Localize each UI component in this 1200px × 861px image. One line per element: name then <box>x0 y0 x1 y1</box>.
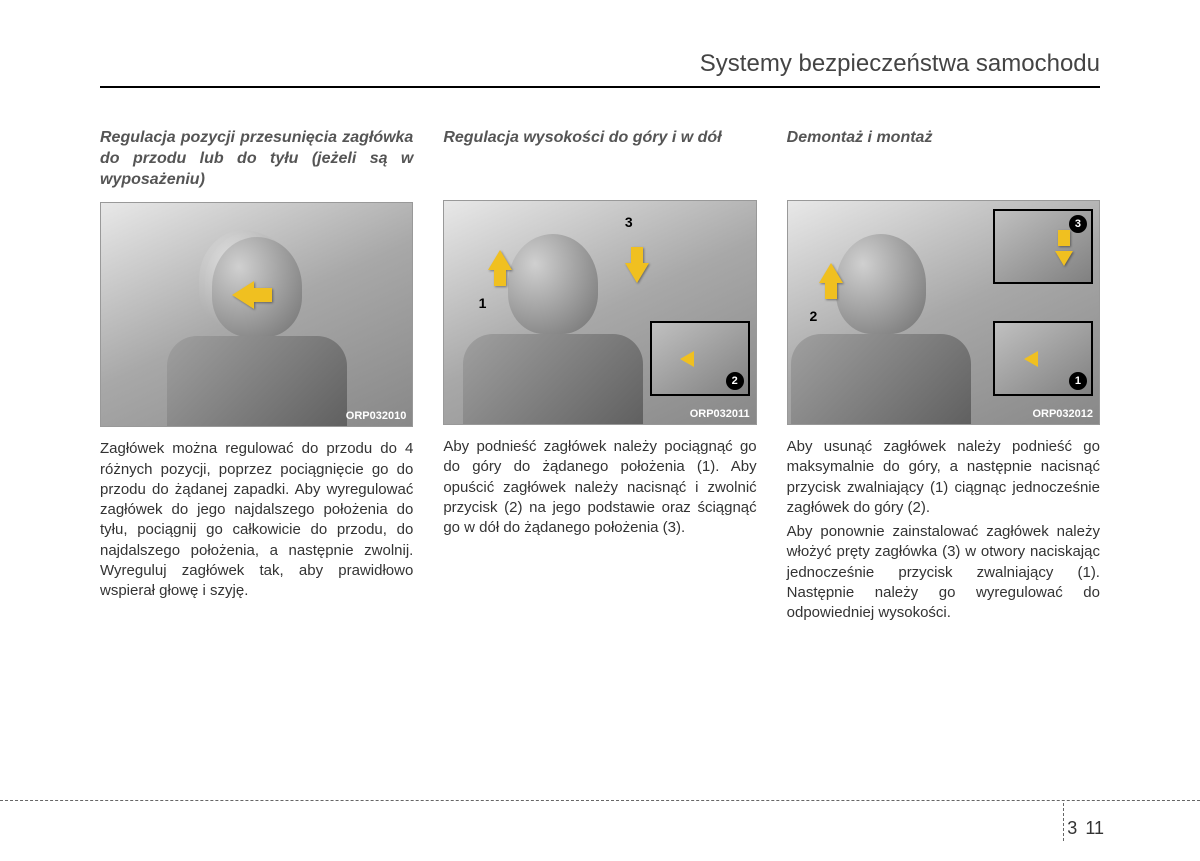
inset-detail: 2 <box>650 321 750 396</box>
col2-body: Aby podnieść zagłówek należy pociągnąć g… <box>443 437 756 542</box>
seat-base-shape <box>167 336 347 426</box>
col3-heading: Demontaż i montaż <box>787 128 1100 188</box>
arrow-down-icon <box>1055 251 1073 266</box>
content-columns: Regulacja pozycji przesunięcia zagłówka … <box>100 128 1100 627</box>
arrow-side-icon <box>680 351 694 367</box>
col2-p1: Aby podnieść zagłówek należy pociągnąć g… <box>443 437 756 538</box>
arrow-left-icon <box>232 281 254 309</box>
header-title: Systemy bezpieczeństwa samochodu <box>700 50 1100 77</box>
label-1: 1 <box>479 295 487 311</box>
section-number: 3 <box>1067 818 1077 838</box>
inset-bottom-detail: 1 <box>993 321 1093 396</box>
figure-2: 1 3 2 ORP032011 <box>443 200 756 425</box>
label-3: 3 <box>625 214 633 230</box>
inset-top-detail: 3 <box>993 209 1093 284</box>
column-3: Demontaż i montaż 2 3 1 ORP032012 Aby us… <box>787 128 1100 627</box>
column-2: Regulacja wysokości do góry i w dół 1 3 … <box>443 128 756 627</box>
figure-3: 2 3 1 ORP032012 <box>787 200 1100 425</box>
headrest-shape <box>508 234 598 334</box>
circle-2: 2 <box>726 372 744 390</box>
page-number: 3 11 <box>1067 818 1104 839</box>
arrow-side-icon <box>1024 351 1038 367</box>
circle-1: 1 <box>1069 372 1087 390</box>
circle-3: 3 <box>1069 215 1087 233</box>
column-1: Regulacja pozycji przesunięcia zagłówka … <box>100 128 413 627</box>
col2-heading: Regulacja wysokości do góry i w dół <box>443 128 756 188</box>
figure-1-code: ORP032010 <box>346 410 407 422</box>
seat-base-shape <box>463 334 643 424</box>
cut-line-horizontal <box>0 800 1200 801</box>
figure-2-code: ORP032011 <box>690 408 750 420</box>
col1-body: Zagłówek można regulować do przodu do 4 … <box>100 439 413 605</box>
col3-p1: Aby usunąć zagłówek należy podnieść go m… <box>787 437 1100 518</box>
col3-body: Aby usunąć zagłówek należy podnieść go m… <box>787 437 1100 627</box>
headrest-shape <box>212 237 302 337</box>
page-header: Systemy bezpieczeństwa samochodu <box>100 50 1100 88</box>
cut-line-vertical <box>1063 803 1064 841</box>
arrow-down-icon <box>625 263 649 283</box>
arrow-up-icon <box>819 263 843 283</box>
col1-heading: Regulacja pozycji przesunięcia zagłówka … <box>100 128 413 190</box>
seat-base-shape <box>791 334 971 424</box>
manual-page: Systemy bezpieczeństwa samochodu Regulac… <box>0 0 1200 861</box>
col3-p2: Aby ponownie zainstalować zagłówek należ… <box>787 522 1100 623</box>
page-index: 11 <box>1085 818 1104 838</box>
figure-1: ORP032010 <box>100 202 413 427</box>
arrow-up-icon <box>488 250 512 270</box>
label-2: 2 <box>809 308 817 324</box>
headrest-shape <box>836 234 926 334</box>
figure-3-code: ORP032012 <box>1032 408 1093 420</box>
col1-p1: Zagłówek można regulować do przodu do 4 … <box>100 439 413 601</box>
